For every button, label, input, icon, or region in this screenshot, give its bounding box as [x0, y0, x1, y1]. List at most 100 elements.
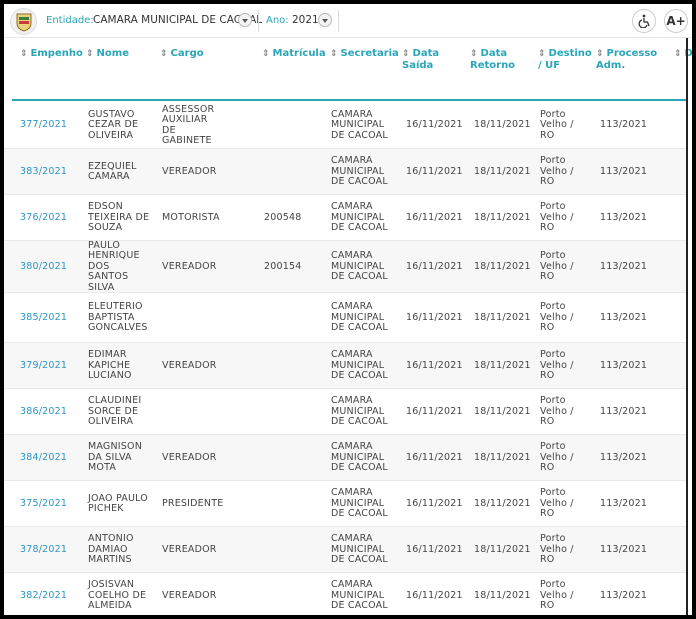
cell-text: CAMARA MUNICIPAL DE CACOAL — [331, 108, 388, 141]
cell-text: 379/2021 — [20, 359, 68, 371]
empenho-link[interactable]: 377/2021 — [20, 102, 80, 149]
cell-text: CAMARA MUNICIPAL DE CACOAL — [331, 349, 388, 382]
cell-destino: Porto Velho / RO — [540, 149, 580, 195]
column-header-8[interactable]: ⇕ Processo Adm. — [596, 48, 670, 71]
cell-text: VEREADOR — [162, 260, 217, 272]
empenho-link[interactable]: 378/2021 — [20, 527, 80, 573]
cell-text: CAMARA MUNICIPAL DE CACOAL — [331, 441, 388, 474]
cell-text: JOAO PAULO PICHEK — [88, 492, 148, 514]
empenho-link[interactable]: 382/2021 — [20, 573, 80, 615]
cell-text: CAMARA MUNICIPAL DE CACOAL — [331, 301, 388, 334]
cell-nome: ANTONIO DAMIAO MARTINS — [88, 527, 150, 573]
empenho-link[interactable]: 376/2021 — [20, 195, 80, 241]
column-header-1[interactable]: ⇕ Nome — [86, 48, 154, 60]
sort-icon: ⇕ — [86, 49, 94, 59]
entidade-select[interactable]: CAMARA MUNICIPAL DE CACOAL — [93, 14, 263, 26]
cell-text: 18/11/2021 — [474, 359, 531, 371]
cell-text: 18/11/2021 — [474, 311, 531, 323]
empenho-link[interactable]: 380/2021 — [20, 241, 80, 293]
cell-processo: 113/2021 — [600, 389, 660, 435]
cell-text: 113/2021 — [600, 211, 648, 223]
cell-nome: ELEUTERIO BAPTISTA GONCALVES — [88, 293, 150, 343]
cell-text: JOSISVAN COELHO DE ALMEIDA — [88, 579, 147, 612]
cell-text: 16/11/2021 — [406, 589, 463, 601]
cell-text: 18/11/2021 — [474, 497, 531, 509]
column-header-2[interactable]: ⇕ Cargo — [160, 48, 256, 60]
cell-text: GUSTAVO CEZAR DE OLIVEIRA — [88, 108, 139, 141]
cell-matricula — [264, 293, 324, 343]
cell-text: Porto Velho / RO — [540, 155, 574, 188]
column-header-6[interactable]: ⇕ Data Retorno — [470, 48, 532, 71]
cell-text: CAMARA MUNICIPAL DE CACOAL — [331, 395, 388, 428]
cell-processo: 113/2021 — [600, 343, 660, 389]
column-header-9[interactable]: ⇕Diá — [674, 48, 692, 60]
cell-retorno: 18/11/2021 — [474, 343, 536, 389]
cell-secretaria: CAMARA MUNICIPAL DE CACOAL — [331, 195, 391, 241]
empenho-link[interactable]: 379/2021 — [20, 343, 80, 389]
table-row[interactable]: 377/2021 GUSTAVO CEZAR DE OLIVEIRA ASSESSO… — [4, 102, 686, 149]
cell-processo: 113/2021 — [600, 573, 660, 615]
cell-destino: Porto Velho / RO — [540, 389, 580, 435]
table-row[interactable]: 382/2021 JOSISVAN COELHO DE ALMEIDA VEREAD… — [4, 573, 686, 615]
empenho-link[interactable]: 385/2021 — [20, 293, 80, 343]
empenho-link[interactable]: 383/2021 — [20, 149, 80, 195]
header-divider — [12, 99, 686, 101]
cell-cargo: VEREADOR — [162, 435, 224, 481]
cell-nome: JOAO PAULO PICHEK — [88, 481, 150, 527]
cell-processo: 113/2021 — [600, 195, 660, 241]
cell-secretaria: CAMARA MUNICIPAL DE CACOAL — [331, 389, 391, 435]
empenho-link[interactable]: 384/2021 — [20, 435, 80, 481]
column-header-4[interactable]: ⇕ Secretaria — [330, 48, 399, 60]
page-frame: Entidade: CAMARA MUNICIPAL DE CACOAL Ano… — [4, 4, 692, 615]
table-row[interactable]: 385/2021 ELEUTERIO BAPTISTA GONCALVES CAMA… — [4, 293, 686, 343]
table-row[interactable]: 379/2021 EDIMAR KAPICHE LUCIANO VEREADOR CA… — [4, 343, 686, 389]
cell-text: 18/11/2021 — [474, 405, 531, 417]
table-row[interactable]: 384/2021 MAGNISON DA SILVA MOTA VEREADOR CA… — [4, 435, 686, 481]
wheelchair-icon[interactable] — [632, 9, 656, 33]
cell-matricula — [264, 389, 324, 435]
column-header-3[interactable]: ⇕ Matrícula — [262, 48, 326, 60]
cell-saida: 16/11/2021 — [406, 149, 468, 195]
cell-destino: Porto Velho / RO — [540, 527, 580, 573]
empenho-link[interactable]: 386/2021 — [20, 389, 80, 435]
cell-text: 377/2021 — [20, 119, 68, 131]
empenho-link[interactable]: 375/2021 — [20, 481, 80, 527]
table-row[interactable]: 380/2021 PAULO HENRIQUE DOS SANTOS SILVA V… — [4, 239, 686, 293]
cell-text: 18/11/2021 — [474, 451, 531, 463]
cell-text: 113/2021 — [600, 359, 648, 371]
cell-text: 16/11/2021 — [406, 405, 463, 417]
cell-text: 113/2021 — [600, 497, 648, 509]
divider — [258, 10, 259, 32]
cell-text: 113/2021 — [600, 405, 648, 417]
ano-label: Ano: — [266, 15, 289, 26]
ano-chevron-down-icon[interactable] — [318, 13, 332, 27]
table-row[interactable]: 386/2021 CLAUDINEI SORCE DE OLIVEIRA CAMAR… — [4, 389, 686, 435]
entidade-chevron-down-icon[interactable] — [238, 13, 252, 27]
cell-matricula — [264, 527, 324, 573]
column-header-7[interactable]: ⇕ Destino / UF — [538, 48, 592, 71]
table-row[interactable]: 376/2021 EDSON TEIXEIRA DE SOUZA MOTORISTA… — [4, 195, 686, 241]
cell-text: 376/2021 — [20, 211, 68, 223]
cell-matricula: 200548 — [264, 195, 324, 241]
ano-select[interactable]: 2021 — [292, 14, 319, 26]
cell-text: 384/2021 — [20, 451, 68, 463]
cell-matricula: 200154 — [264, 241, 324, 293]
sort-icon: ⇕ — [20, 49, 28, 59]
cell-text: 16/11/2021 — [406, 165, 463, 177]
column-header-5[interactable]: ⇕ Data Saída — [402, 48, 464, 71]
column-header-0[interactable]: ⇕ Empenho — [20, 48, 83, 60]
cell-text: PAULO HENRIQUE DOS SANTOS SILVA — [88, 239, 140, 293]
entidade-label: Entidade: — [46, 15, 94, 26]
cell-nome: EZEQUIEL CAMARA — [88, 149, 150, 195]
table-row[interactable]: 378/2021 ANTONIO DAMIAO MARTINS VEREADOR CA… — [4, 527, 686, 573]
cell-text: CAMARA MUNICIPAL DE CACOAL — [331, 201, 388, 234]
scrollbar-edge — [686, 38, 688, 615]
sort-icon: ⇕ — [160, 49, 168, 59]
table-row[interactable]: 375/2021 JOAO PAULO PICHEK PRESIDENTE CAMAR… — [4, 481, 686, 527]
table-row[interactable]: 383/2021 EZEQUIEL CAMARA VEREADOR CAMARA MU… — [4, 149, 686, 195]
cell-text: 200548 — [264, 211, 302, 223]
cell-cargo — [162, 389, 224, 435]
cell-cargo: VEREADOR — [162, 573, 224, 615]
increase-font-button[interactable]: A+ — [664, 9, 688, 33]
cell-cargo: VEREADOR — [162, 241, 224, 293]
